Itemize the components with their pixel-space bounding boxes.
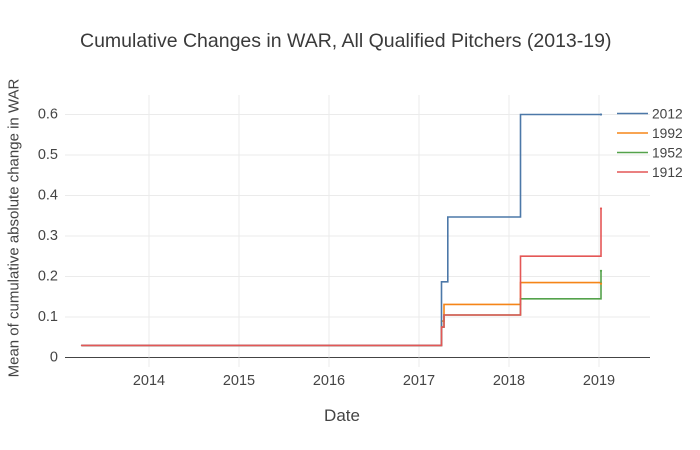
svg-text:2019: 2019 — [583, 373, 615, 389]
svg-text:1952: 1952 — [652, 145, 683, 160]
svg-text:0.4: 0.4 — [38, 188, 58, 204]
svg-text:2016: 2016 — [313, 373, 345, 389]
svg-text:0.5: 0.5 — [38, 147, 58, 163]
svg-text:0.1: 0.1 — [38, 309, 58, 325]
svg-text:2015: 2015 — [223, 373, 255, 389]
svg-text:2014: 2014 — [133, 373, 165, 389]
svg-text:0.2: 0.2 — [38, 269, 58, 285]
svg-text:0.3: 0.3 — [38, 228, 58, 244]
svg-text:2018: 2018 — [493, 373, 525, 389]
svg-text:2017: 2017 — [403, 373, 435, 389]
svg-text:1912: 1912 — [652, 165, 683, 180]
svg-text:2012: 2012 — [652, 106, 683, 121]
svg-text:0: 0 — [50, 350, 58, 366]
svg-text:1992: 1992 — [652, 126, 683, 141]
svg-text:0.6: 0.6 — [38, 107, 58, 123]
